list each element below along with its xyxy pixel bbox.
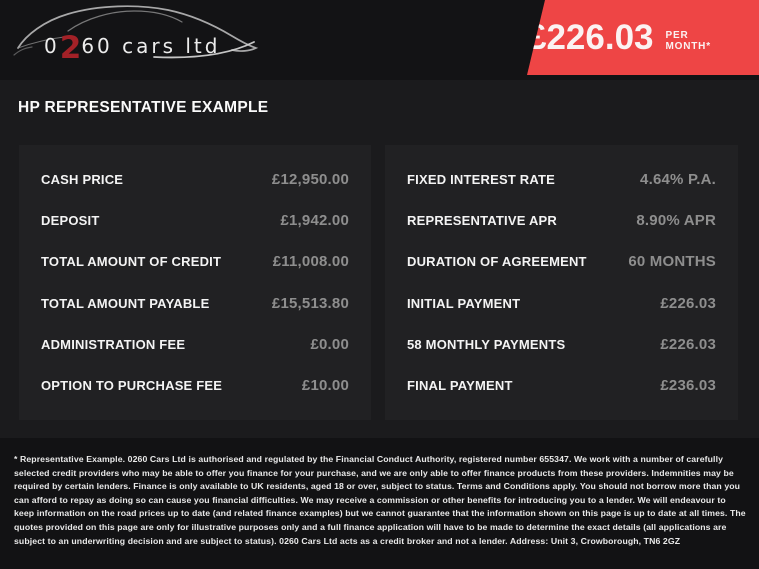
header: 0260 cars ltd £226.03 PER MONTH* xyxy=(0,0,759,80)
row-value: £226.03 xyxy=(660,335,716,353)
row-total-amount-of-credit: TOTAL AMOUNT OF CREDIT £11,008.00 xyxy=(41,241,349,282)
row-label: FIXED INTEREST RATE xyxy=(407,172,556,187)
logo-text-accent: 2 xyxy=(59,30,82,66)
row-label: REPRESENTATIVE APR xyxy=(407,213,557,229)
disclaimer-text: * Representative Example. 0260 Cars Ltd … xyxy=(14,454,746,546)
logo-text-prefix: 0 xyxy=(44,34,60,58)
monthly-price-period: PER MONTH* xyxy=(665,29,711,52)
row-value: £0.00 xyxy=(310,335,349,353)
row-value: £1,942.00 xyxy=(280,212,349,230)
monthly-price-banner: £226.03 PER MONTH* xyxy=(527,0,759,75)
monthly-price: £226.03 xyxy=(527,17,654,57)
row-label: ADMINISTRATION FEE xyxy=(41,336,186,352)
row-label: TOTAL AMOUNT OF CREDIT xyxy=(41,254,222,270)
row-option-to-purchase-fee: OPTION TO PURCHASE FEE £10.00 xyxy=(41,365,349,406)
row-label: CASH PRICE xyxy=(41,172,124,187)
car-outline-icon xyxy=(13,5,259,59)
row-value: £236.03 xyxy=(660,376,716,394)
row-administration-fee: ADMINISTRATION FEE £0.00 xyxy=(41,324,349,365)
dealer-logo: 0260 cars ltd xyxy=(12,2,260,68)
row-label: FINAL PAYMENT xyxy=(407,377,513,393)
row-label: DEPOSIT xyxy=(41,213,100,229)
row-representative-apr: REPRESENTATIVE APR 8.90% APR xyxy=(407,200,716,241)
row-value: £15,513.80 xyxy=(271,294,349,312)
footer: * Representative Example. 0260 Cars Ltd … xyxy=(0,438,759,569)
row-value: 8.90% APR xyxy=(636,212,716,230)
row-value: £12,950.00 xyxy=(271,171,349,188)
row-label: INITIAL PAYMENT xyxy=(407,295,521,311)
row-total-amount-payable: TOTAL AMOUNT PAYABLE £15,513.80 xyxy=(41,283,349,324)
row-fixed-interest-rate: FIXED INTEREST RATE 4.64% P.A. xyxy=(407,159,716,200)
row-value: 60 MONTHS xyxy=(628,253,716,271)
row-value: £226.03 xyxy=(660,294,716,312)
row-monthly-payments: 58 MONTHLY PAYMENTS £226.03 xyxy=(407,324,716,365)
row-label: DURATION OF AGREEMENT xyxy=(407,254,587,270)
row-value: £10.00 xyxy=(301,376,349,394)
row-label: 58 MONTHLY PAYMENTS xyxy=(407,336,566,352)
row-duration-of-agreement: DURATION OF AGREEMENT 60 MONTHS xyxy=(407,241,716,282)
row-final-payment: FINAL PAYMENT £236.03 xyxy=(407,365,716,406)
row-value: 4.64% P.A. xyxy=(640,171,716,188)
finance-panel-right: FIXED INTEREST RATE 4.64% P.A. REPRESENT… xyxy=(385,145,738,420)
page-title: HP REPRESENTATIVE EXAMPLE xyxy=(18,99,269,116)
logo-text-suffix: 60 cars ltd xyxy=(81,34,221,58)
row-label: OPTION TO PURCHASE FEE xyxy=(41,377,223,393)
row-value: £11,008.00 xyxy=(272,253,349,271)
row-deposit: DEPOSIT £1,942.00 xyxy=(41,200,349,241)
dealer-logo-text: 0260 cars ltd xyxy=(44,30,220,66)
row-cash-price: CASH PRICE £12,950.00 xyxy=(41,159,349,200)
row-initial-payment: INITIAL PAYMENT £226.03 xyxy=(407,283,716,324)
row-label: TOTAL AMOUNT PAYABLE xyxy=(41,295,210,311)
finance-panel-left: CASH PRICE £12,950.00 DEPOSIT £1,942.00 … xyxy=(19,145,371,420)
